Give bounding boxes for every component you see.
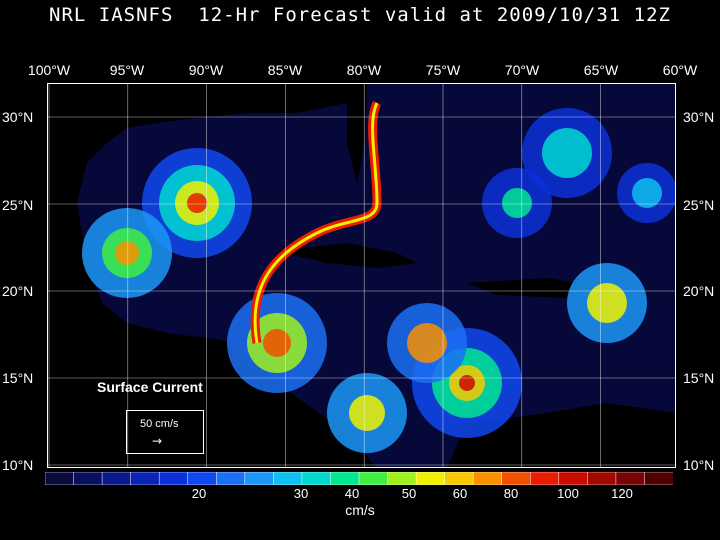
- latitude-label: 15°N: [683, 370, 715, 386]
- colorbar-swatch: [187, 472, 218, 485]
- colorbar: [45, 472, 673, 485]
- field-label: Surface Current: [97, 379, 203, 395]
- longitude-label: 95°W: [109, 62, 145, 78]
- colorbar-tick-label: 80: [503, 486, 519, 501]
- latitude-label: 25°N: [683, 197, 715, 213]
- current-speed-contour: [263, 329, 291, 357]
- colorbar-swatch: [330, 472, 360, 485]
- current-speed-contour: [632, 178, 662, 208]
- current-speed-contour: [542, 128, 592, 178]
- current-speed-contour: [502, 188, 532, 218]
- current-speed-map: [47, 83, 676, 468]
- colorbar-swatch: [216, 472, 246, 485]
- land-central-america: [47, 333, 377, 468]
- colorbar-swatch: [301, 472, 332, 485]
- current-speed-contour: [349, 395, 385, 431]
- current-speed-contour: [187, 193, 207, 213]
- colorbar-swatch: [158, 472, 189, 485]
- colorbar-swatch: [530, 472, 560, 485]
- longitude-label: 70°W: [504, 62, 540, 78]
- colorbar-tick-label: 20: [191, 486, 207, 501]
- gulf-stream-core: [253, 102, 379, 344]
- colorbar-tick-label: 60: [452, 486, 468, 501]
- colorbar-tick-label: 50: [401, 486, 417, 501]
- colorbar-swatch: [387, 472, 417, 485]
- colorbar-tick-label: 100: [557, 486, 579, 501]
- colorbar-tick-label: 40: [344, 486, 360, 501]
- latitude-label: 25°N: [2, 197, 34, 213]
- current-speed-contour: [587, 283, 627, 323]
- colorbar-swatch: [501, 472, 532, 485]
- colorbar-swatch: [130, 472, 160, 485]
- reference-vector-label: 50 cm/s: [140, 418, 179, 430]
- colorbar-swatch: [558, 472, 589, 485]
- latitude-label: 10°N: [683, 457, 715, 473]
- map-title: NRL IASNFS 12-Hr Forecast valid at 2009/…: [49, 4, 671, 26]
- latitude-label: 10°N: [2, 457, 34, 473]
- longitude-label: 100°W: [27, 62, 71, 78]
- colorbar-swatch: [73, 472, 103, 485]
- longitude-label: 85°W: [267, 62, 303, 78]
- latitude-label: 20°N: [683, 283, 715, 299]
- latitude-label: 20°N: [2, 283, 34, 299]
- colorbar-swatch: [273, 472, 303, 485]
- longitude-label: 65°W: [583, 62, 619, 78]
- current-speed-contour: [115, 241, 139, 265]
- colorbar-swatch: [644, 472, 673, 485]
- latitude-label: 30°N: [683, 109, 715, 125]
- longitude-label: 80°W: [346, 62, 382, 78]
- land-florida: [347, 83, 367, 183]
- colorbar-swatch: [45, 472, 75, 485]
- current-speed-contour: [407, 323, 447, 363]
- reference-arrow-icon: →: [152, 434, 163, 448]
- longitude-label: 75°W: [425, 62, 461, 78]
- colorbar-swatch: [244, 472, 275, 485]
- colorbar-swatch: [358, 472, 389, 485]
- colorbar-tick-label: 30: [293, 486, 309, 501]
- latitude-label: 15°N: [2, 370, 34, 386]
- colorbar-swatch: [587, 472, 617, 485]
- colorbar-swatch: [444, 472, 474, 485]
- colorbar-units: cm/s: [345, 502, 375, 518]
- longitude-label: 90°W: [188, 62, 224, 78]
- map-frame: [47, 83, 676, 468]
- colorbar-swatch: [615, 472, 646, 485]
- latitude-label: 30°N: [2, 109, 34, 125]
- colorbar-tick-label: 120: [611, 486, 633, 501]
- current-speed-contour: [459, 375, 475, 391]
- colorbar-swatch: [472, 472, 503, 485]
- longitude-label: 60°W: [662, 62, 698, 78]
- land-cuba: [277, 243, 417, 268]
- reference-vector-box: [126, 410, 204, 454]
- colorbar-swatch: [415, 472, 446, 485]
- colorbar-swatch: [101, 472, 132, 485]
